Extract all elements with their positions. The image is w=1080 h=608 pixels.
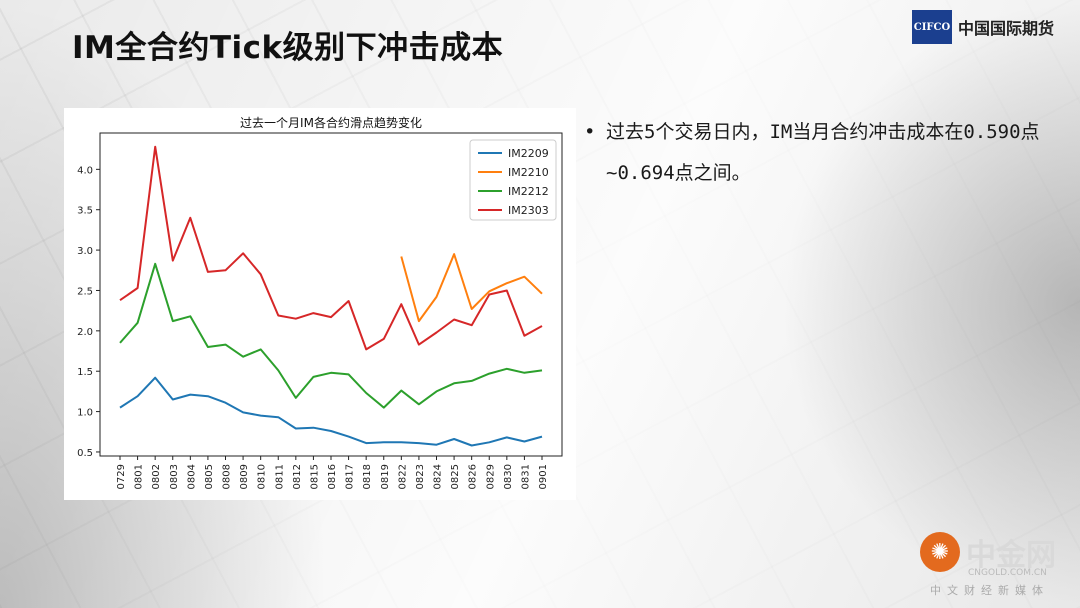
x-tick-label: 0803 <box>169 464 180 489</box>
x-tick-label: 0823 <box>415 464 426 489</box>
series-line-im2210 <box>400 253 543 323</box>
y-tick-label: 3.0 <box>77 246 93 257</box>
series-line-im2303 <box>119 145 543 351</box>
y-tick-label: 2.5 <box>77 286 93 297</box>
x-tick-label: 0811 <box>274 464 285 489</box>
x-tick-label: 0824 <box>433 464 444 489</box>
y-tick-label: 0.5 <box>77 448 93 459</box>
x-tick-label: 0729 <box>116 464 127 489</box>
y-tick-label: 1.0 <box>77 408 93 419</box>
x-tick-label: 0802 <box>151 464 162 489</box>
background-shade-right <box>780 0 1080 608</box>
legend-label: IM2209 <box>508 147 549 160</box>
x-tick-label: 0822 <box>397 464 408 489</box>
x-tick-label: 0808 <box>222 464 233 489</box>
line-chart: 过去一个月IM各合约滑点趋势变化 0.5 1.0 1.5 2.0 2.5 3.0 3.5 4.0… <box>77 115 563 489</box>
company-logo: CIFCO 中国国际期货 <box>912 10 1054 44</box>
x-tick-label: 0810 <box>257 464 268 489</box>
logo-text: 中国国际期货 <box>958 19 1055 38</box>
x-tick-label: 0812 <box>292 464 303 489</box>
x-tick-label: 0830 <box>503 464 514 489</box>
logo-mark: CIFCO <box>912 10 952 44</box>
fire-swirl-icon: ✺ <box>920 532 960 572</box>
y-tick-label: 2.0 <box>77 327 93 338</box>
bullet-text: 过去5个交易日内，IM当月合约冲击成本在0.590点~0.694点之间。 <box>606 121 1040 184</box>
legend-label: IM2303 <box>508 204 549 217</box>
chart-title: 过去一个月IM各合约滑点趋势变化 <box>240 115 422 130</box>
watermark-logo: ✺ 中金网 <box>920 530 1056 574</box>
watermark-sub: 中文财经新媒体 <box>930 584 1049 597</box>
series-line-im2209 <box>119 376 543 447</box>
series-line-im2212 <box>119 262 543 409</box>
bullet-dot: • <box>584 121 596 143</box>
y-tick-label: 4.0 <box>77 165 93 176</box>
y-tick-label: 1.5 <box>77 367 93 378</box>
watermark-name: 中金网 <box>966 538 1056 573</box>
x-tick-label: 0818 <box>362 464 373 489</box>
legend-label: IM2210 <box>508 166 549 179</box>
x-tick-label: 0816 <box>327 464 338 489</box>
legend-label: IM2212 <box>508 185 549 198</box>
x-tick-label: 0809 <box>239 464 250 489</box>
x-tick-label: 0815 <box>309 464 320 489</box>
x-tick-label: 0801 <box>134 464 145 489</box>
x-tick-label: 0826 <box>468 464 479 489</box>
bullet-point: • 过去5个交易日内，IM当月合约冲击成本在0.590点~0.694点之间。 <box>584 112 1054 194</box>
x-tick-label: 0825 <box>450 464 461 489</box>
x-tick-label: 0831 <box>520 464 531 489</box>
watermark-url: CNGOLD.COM.CN <box>968 568 1047 578</box>
y-tick-label: 3.5 <box>77 206 93 217</box>
x-tick-label: 0901 <box>538 464 549 489</box>
legend-box <box>469 139 557 221</box>
x-tick-label: 0819 <box>380 464 391 489</box>
chart-panel: 过去一个月IM各合约滑点趋势变化 0.5 1.0 1.5 2.0 2.5 3.0 3.5 4.0… <box>64 108 576 500</box>
x-tick-label: 0817 <box>345 464 356 489</box>
x-tick-label: 0804 <box>186 464 197 489</box>
x-tick-label: 0805 <box>204 464 215 489</box>
x-tick-label: 0829 <box>485 464 496 489</box>
page-title: IM全合约Tick级别下冲击成本 <box>72 30 504 66</box>
